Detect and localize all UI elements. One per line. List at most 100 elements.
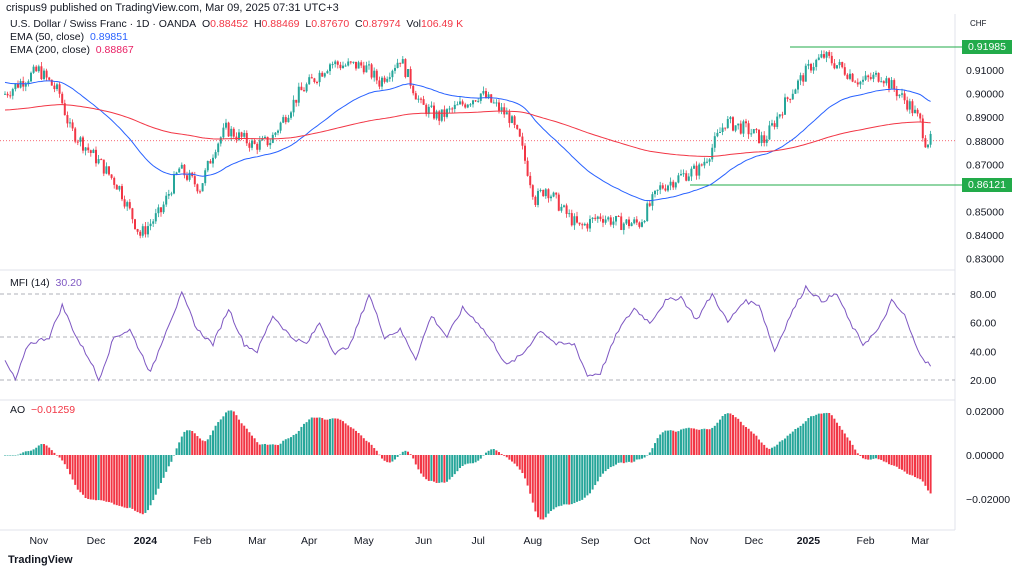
candle-down [422,99,425,105]
ao-bar [399,454,402,455]
open-label: O [201,18,211,30]
ao-bar [503,455,506,456]
price-tick-label: 0.85000 [966,206,1004,218]
candle-up [583,223,586,226]
candle-up [573,216,576,226]
ao-bar [898,455,901,469]
ao-bar [121,455,123,507]
ao-bar [193,433,196,455]
candle-down [773,123,776,127]
candle-up [872,74,875,79]
candle-up [711,147,714,160]
candle-down [903,93,906,101]
level-tag-high: 0.91985 [962,40,1012,54]
candle-down [557,194,560,211]
candle-down [830,55,833,64]
ao-bar [810,416,812,455]
candle-up [212,157,214,164]
candle-down [841,62,844,68]
ao-bar [53,452,56,455]
ao-bar [183,431,186,455]
ao-legend[interactable]: AO −0.01259 [10,404,75,416]
ao-bar [105,455,108,502]
candle-up [417,98,420,100]
ao-bar [266,444,269,455]
candle-up [173,174,175,194]
ao-bar [599,455,602,477]
candle-down [846,74,849,79]
candle-down [464,104,467,108]
candle-up [706,161,708,163]
candle-down [570,213,573,226]
ao-bar [687,427,690,455]
ao-bar [791,431,794,455]
ao-bar [724,414,727,455]
candle-down [339,64,342,69]
ao-bar [747,428,750,455]
candle-down [490,94,493,103]
ao-bar [771,447,773,455]
ao-bar [617,455,620,463]
ao-bar [654,443,656,455]
ao-bar [472,455,474,464]
mfi-line [4,284,932,382]
candle-up [880,81,883,83]
candle-down [209,160,212,164]
ao-bar [542,455,545,520]
ao-bar [708,429,711,455]
candle-down [531,185,534,197]
ao-bar [232,411,235,455]
candle-down [48,77,51,80]
mfi-legend[interactable]: MFI (14) 30.20 [10,277,82,289]
ema50-legend[interactable]: EMA (50, close) 0.89851 [10,31,128,43]
candle-up [794,89,797,94]
candle-up [477,100,480,102]
candle-down [183,164,186,176]
ao-bar [563,455,565,505]
candle-up [206,160,209,171]
candle-down [58,84,61,94]
candle-down [232,128,235,137]
candle-up [862,79,864,82]
tradingview-logo[interactable]: TradingView [8,554,73,566]
ao-bar [479,455,482,459]
candle-down [786,97,789,99]
candle-down [40,66,43,80]
ao-bar [776,444,779,455]
candle-down [193,176,196,185]
ao-bar [768,448,771,455]
candle-up [43,70,45,80]
ao-bar [235,415,238,455]
ao-bar [726,413,729,455]
candle-up [165,195,168,205]
candle-down [581,224,584,226]
candle-down [895,89,898,97]
candle-up [56,84,58,90]
ao-bar [97,455,100,501]
ao-bar [706,429,708,455]
ao-bar [628,455,630,462]
candle-up [27,81,30,84]
ao-bar [781,440,784,455]
ao-bar [4,455,6,456]
ao-bar [204,441,207,455]
ao-bar [461,455,464,466]
candle-down [919,113,922,119]
candle-down [102,159,105,174]
candle-up [552,192,555,197]
candle-up [752,129,755,134]
ema200-legend[interactable]: EMA (200, close) 0.88867 [10,44,134,56]
ao-bar [916,455,919,479]
symbol-name[interactable]: U.S. Dollar / Swiss Franc · 1D · OANDA [10,18,197,30]
time-axis-label: Sep [581,535,600,547]
candle-down [321,72,324,77]
candle-up [118,186,121,190]
mfi-tick-label: 60.00 [970,318,996,330]
candle-up [32,66,35,73]
ao-bar [552,455,555,510]
ao-bar [685,428,688,455]
ao-bar [908,455,911,475]
ao-bar [240,423,243,455]
ao-bar [316,417,318,455]
